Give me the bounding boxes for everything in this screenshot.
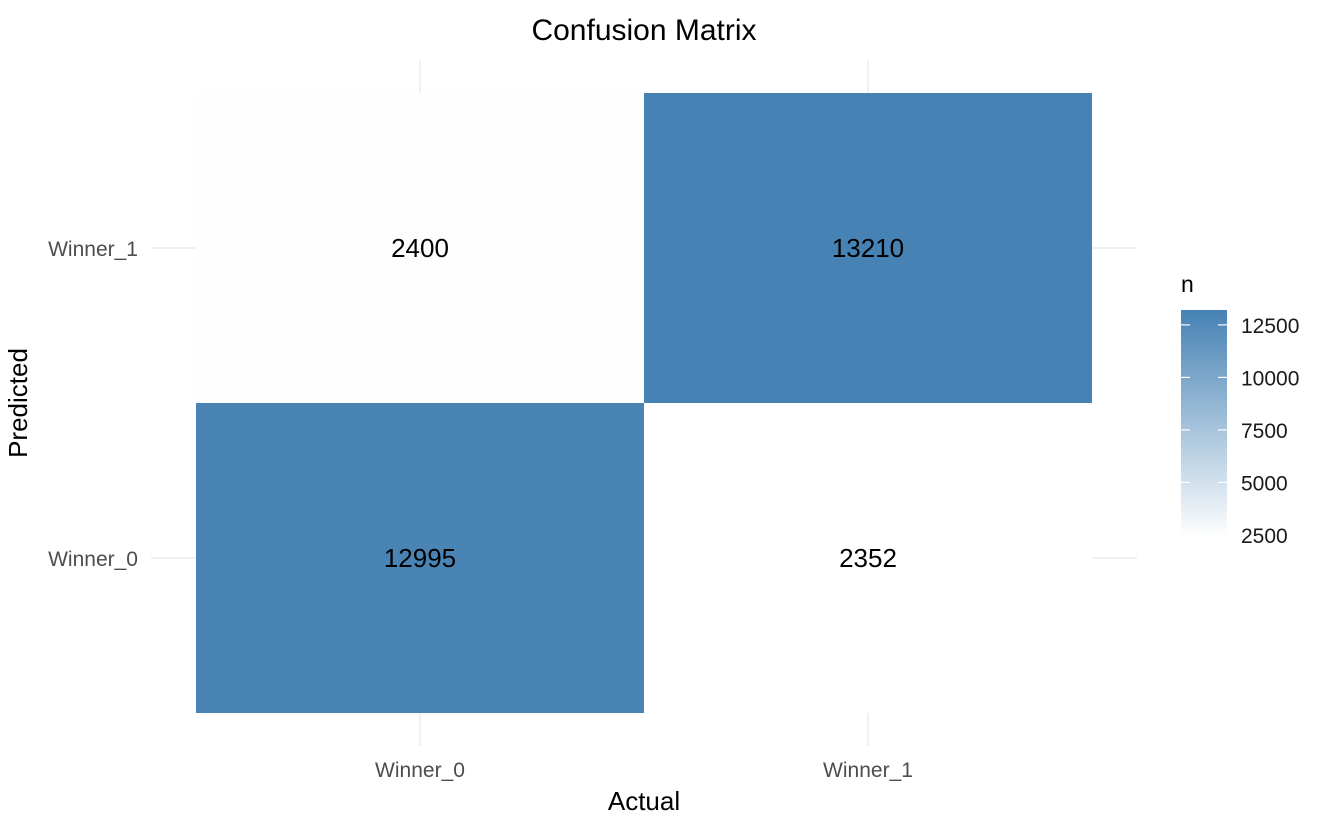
chart-title: Confusion Matrix (531, 14, 756, 47)
heatmap-cells (196, 93, 1092, 713)
x-axis-tick-labels: Winner_0 Winner_1 (375, 759, 913, 782)
legend-tick-label: 2500 (1241, 525, 1288, 548)
heatmap-cell-winner_1-winner_1 (644, 93, 1092, 403)
cell-value-label: 13210 (832, 233, 904, 263)
heatmap-cell-winner_0-winner_0 (196, 403, 644, 713)
x-tick-label: Winner_0 (375, 759, 465, 782)
legend-ticks: 2500 5000 7500 10000 12500 (1181, 315, 1299, 548)
y-tick-label: Winner_0 (48, 548, 138, 571)
heatmap-cell-winner_1-winner_0 (644, 403, 1092, 713)
cell-value-label: 2352 (839, 543, 897, 573)
x-tick-label: Winner_1 (823, 759, 913, 782)
y-axis-title: Predicted (3, 348, 33, 458)
legend-tick-label: 12500 (1241, 315, 1299, 338)
cell-value-label: 12995 (384, 543, 456, 573)
legend-colorbar (1181, 310, 1227, 538)
legend-tick-label: 10000 (1241, 367, 1299, 390)
heatmap-cell-winner_0-winner_1 (196, 93, 644, 403)
y-axis-tick-labels: Winner_0 Winner_1 (48, 238, 138, 571)
cell-value-label: 2400 (391, 233, 449, 263)
legend-tick-label: 7500 (1241, 420, 1288, 443)
color-legend: n 2500 5000 7500 10000 12500 (1181, 271, 1299, 548)
cell-value-labels: 2400 13210 12995 2352 (384, 233, 904, 573)
y-tick-label: Winner_1 (48, 238, 138, 261)
legend-tick-label: 5000 (1241, 472, 1288, 495)
legend-title: n (1181, 271, 1194, 297)
x-axis-title: Actual (608, 786, 680, 815)
